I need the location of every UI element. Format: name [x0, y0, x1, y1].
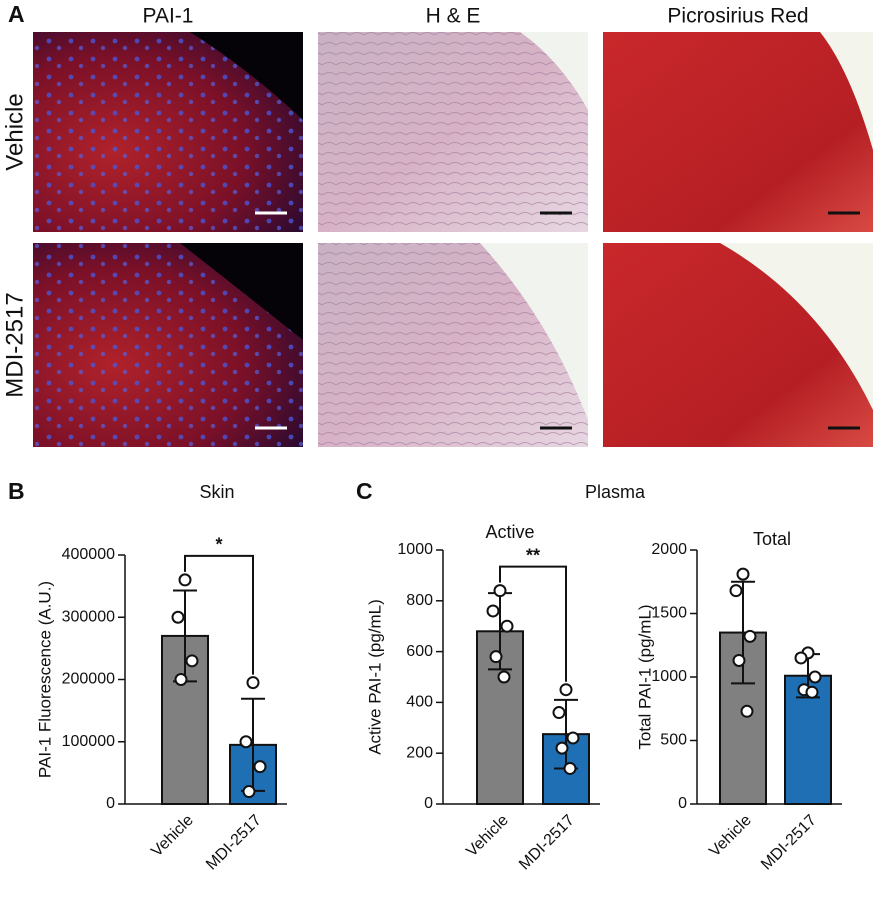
column-header: H & E [426, 5, 481, 28]
data-point [239, 735, 253, 749]
data-point [178, 573, 192, 587]
significance-label: * [215, 535, 222, 555]
panel-title: Skin [199, 482, 234, 502]
data-point [493, 584, 507, 598]
significance-bracket [184, 554, 254, 675]
y-axis-label: PAI-1 Fluorescence (A.U.) [35, 581, 54, 778]
bar [784, 674, 832, 805]
data-point [808, 670, 822, 684]
y-axis-label: Active PAI-1 (pg/mL) [365, 599, 384, 755]
panel-label: B [8, 478, 25, 504]
data-point [242, 785, 256, 799]
image [603, 32, 873, 232]
x-tick-label: Vehicle [148, 812, 197, 861]
chart-title: Total [753, 529, 791, 549]
x-tick-label: Vehicle [463, 812, 512, 861]
data-point [489, 650, 503, 664]
y-tick-label: 300000 [62, 608, 115, 625]
data-point [552, 706, 566, 720]
data-point [736, 567, 750, 581]
panel-label: C [356, 478, 373, 504]
data-point [555, 741, 569, 755]
y-tick-label: 800 [406, 592, 433, 609]
y-tick-label: 200 [406, 744, 433, 761]
y-tick-label: 400000 [62, 546, 115, 563]
x-tick-label: MDI-2517 [758, 812, 820, 874]
row-label: MDI-2517 [1, 292, 28, 397]
data-point [497, 670, 511, 684]
y-tick-label: 500 [660, 732, 687, 749]
y-tick-label: 1000 [397, 541, 433, 558]
x-tick-label: MDI-2517 [516, 812, 578, 874]
y-tick-label: 0 [106, 795, 115, 812]
column-header: PAI-1 [143, 5, 194, 28]
image-background [180, 243, 303, 340]
panel-title: Plasma [585, 482, 646, 502]
panel-label: A [8, 1, 25, 27]
image-background [520, 32, 588, 110]
data-point [740, 704, 754, 718]
y-tick-label: 1000 [651, 668, 687, 685]
x-tick-label: Vehicle [706, 812, 755, 861]
data-point [185, 654, 199, 668]
significance-label: ** [526, 545, 540, 565]
y-axis-label: Total PAI-1 (pg/mL) [635, 604, 654, 749]
column-header: Picrosirius Red [667, 5, 808, 28]
data-point [253, 760, 267, 774]
y-tick-label: 600 [406, 643, 433, 660]
y-tick-label: 400 [406, 694, 433, 711]
micrographs [33, 32, 873, 447]
y-tick-label: 2000 [651, 541, 687, 558]
data-point [729, 584, 743, 598]
data-point [500, 619, 514, 633]
image-background [820, 32, 873, 150]
error-bar [731, 580, 755, 685]
data-point [805, 685, 819, 699]
data-point [566, 731, 580, 745]
data-point [486, 604, 500, 618]
x-tick-label: MDI-2517 [203, 812, 265, 874]
data-point [559, 683, 573, 697]
y-tick-label: 200000 [62, 671, 115, 688]
y-tick-label: 0 [678, 795, 687, 812]
data-point [743, 629, 757, 643]
y-tick-label: 1500 [651, 605, 687, 622]
image-background [190, 32, 303, 120]
data-point [563, 761, 577, 775]
image-background [480, 243, 588, 420]
data-point [174, 673, 188, 686]
y-tick-label: 100000 [62, 733, 115, 750]
image-texture [318, 32, 588, 232]
significance-bracket [499, 565, 567, 682]
data-point [171, 610, 185, 624]
row-label: Vehicle [1, 93, 28, 170]
chart-title: Active [485, 522, 534, 542]
data-point [246, 676, 260, 690]
data-point [732, 653, 746, 667]
data-point [794, 651, 808, 665]
y-tick-label: 0 [424, 795, 433, 812]
image-background [720, 243, 873, 410]
